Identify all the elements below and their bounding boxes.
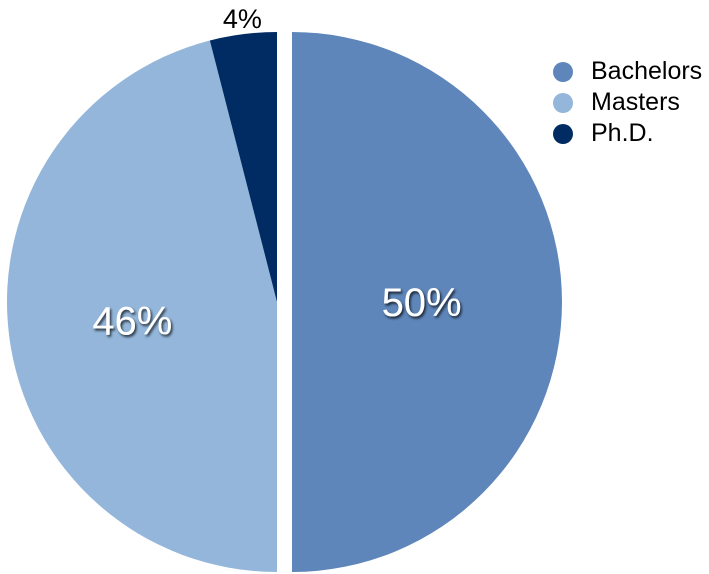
legend-label-phd: Ph.D. — [591, 119, 654, 147]
legend: Bachelors Masters Ph.D. — [553, 56, 702, 149]
legend-item-phd: Ph.D. — [553, 118, 702, 149]
legend-label-masters: Masters — [591, 88, 680, 116]
pie-slice-bachelors — [292, 32, 562, 572]
slice-label-ph-d: 4% — [223, 4, 262, 34]
legend-swatch-bachelors — [553, 61, 573, 82]
pie-slice-ph-d — [209, 32, 277, 302]
legend-item-bachelors: Bachelors — [553, 56, 702, 87]
pie-slice-masters — [6, 40, 278, 573]
slice-label-bachelors: 50% — [382, 281, 462, 325]
legend-swatch-phd — [553, 123, 573, 144]
legend-item-masters: Masters — [553, 87, 702, 118]
slice-label-masters: 46% — [92, 299, 172, 343]
legend-swatch-masters — [553, 92, 573, 113]
legend-label-bachelors: Bachelors — [591, 57, 703, 85]
